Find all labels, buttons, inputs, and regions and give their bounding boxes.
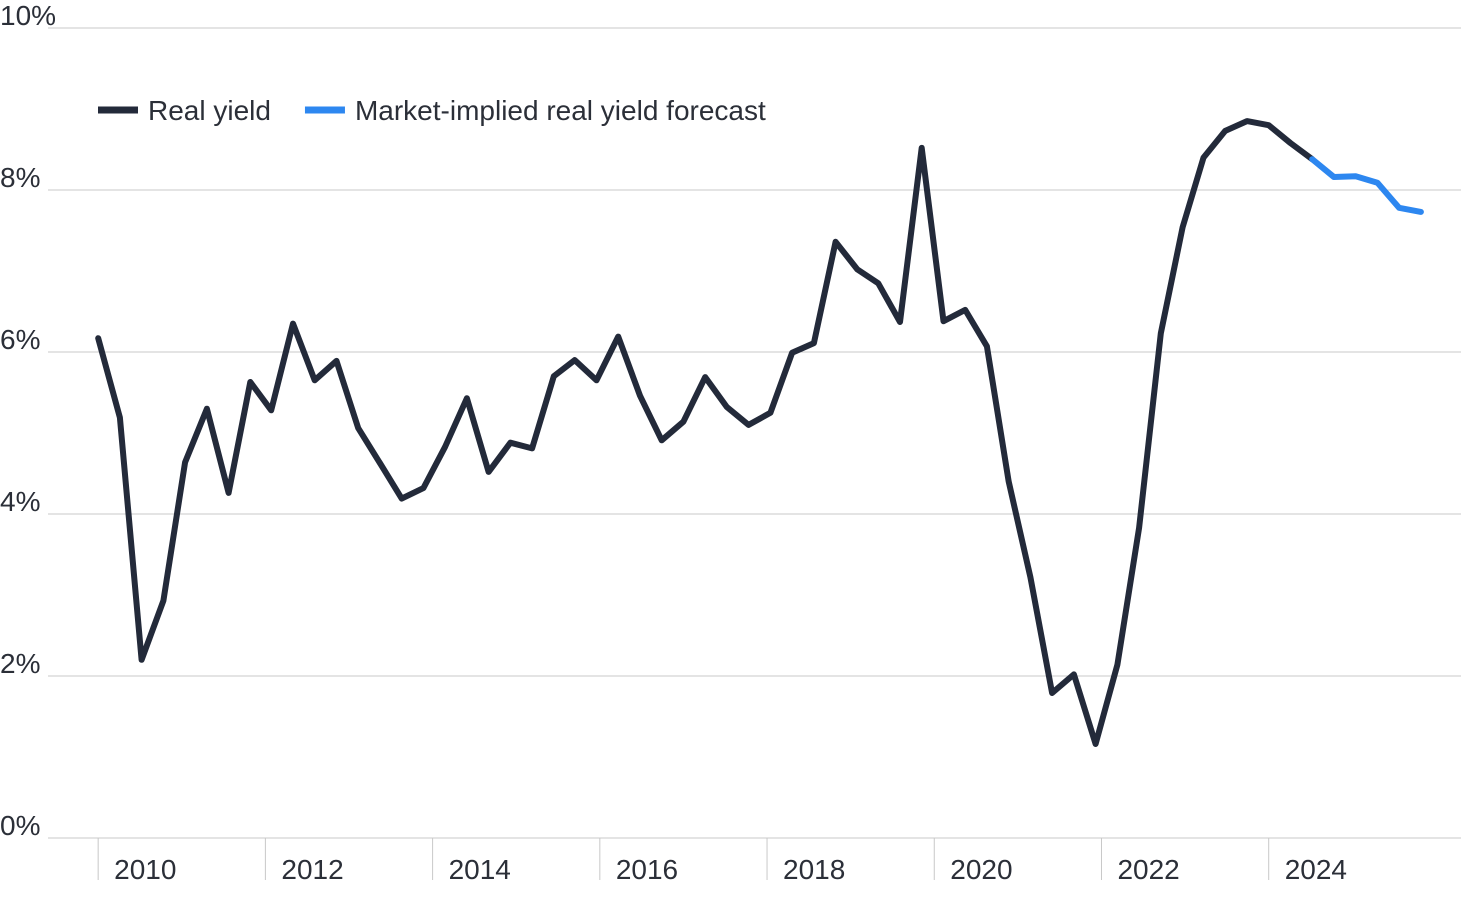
series-line [1309, 156, 1424, 215]
y-tick-label: 6% [0, 324, 40, 355]
y-tick-label: 0% [0, 810, 40, 841]
y-tick-label: 4% [0, 486, 40, 517]
y-tick-label: 2% [0, 648, 40, 679]
series-line [95, 118, 1316, 747]
legend-label: Market-implied real yield forecast [355, 95, 766, 126]
x-tick-label: 2022 [1117, 854, 1179, 885]
x-tick-label: 2018 [783, 854, 845, 885]
x-tick-label: 2020 [950, 854, 1012, 885]
x-tick-label: 2024 [1285, 854, 1347, 885]
x-tick-label: 2012 [281, 854, 343, 885]
y-tick-label: 8% [0, 162, 40, 193]
x-tick-label: 2010 [114, 854, 176, 885]
x-tick-label: 2016 [616, 854, 678, 885]
y-tick-label: 10% [0, 0, 56, 31]
x-tick-label: 2014 [449, 854, 511, 885]
legend-label: Real yield [148, 95, 271, 126]
